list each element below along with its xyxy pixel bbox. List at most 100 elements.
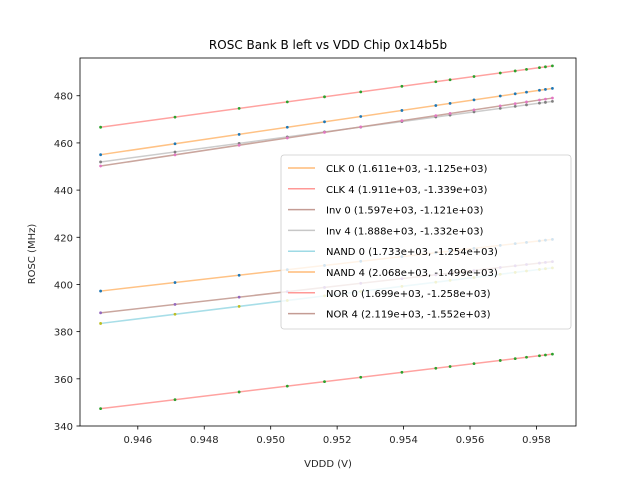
data-point [400,109,404,112]
data-point [498,71,502,75]
data-point [173,302,177,306]
legend-item: NAND 0 (1.733e+03, -1.254e+03) [288,247,498,258]
data-point [538,66,541,70]
legend-label: NAND 0 (1.733e+03, -1.254e+03) [326,247,498,258]
x-tick-label: 0.950 [256,435,285,446]
x-tick-label: 0.948 [190,435,219,446]
data-point [448,101,452,105]
legend-item: CLK 0 (1.611e+03, -1.125e+03) [288,164,487,175]
y-tick-label: 480 [54,92,73,103]
data-point [448,365,452,368]
data-point [173,142,177,146]
data-point [513,69,517,73]
data-point [173,281,177,284]
y-tick-label: 460 [54,139,73,150]
plot-frame [79,57,577,427]
data-point [434,104,438,107]
data-point [544,65,547,69]
data-point [538,88,541,92]
legend-label: Inv 4 (1.888e+03, -1.332e+03) [326,226,484,237]
data-point [551,86,554,90]
data-point [99,407,102,411]
data-point [525,355,528,359]
data-point [434,114,438,118]
legend-label: Inv 0 (1.597e+03, -1.121e+03) [326,206,484,217]
data-point [237,132,241,136]
y-tick-label: 380 [54,328,73,339]
y-tick-label: 340 [54,422,73,433]
data-point [323,95,326,99]
x-tick-label: 0.946 [123,435,152,446]
data-point [434,366,438,370]
y-tick-label: 420 [54,233,73,244]
series-clk-4 [99,64,554,129]
data-point [544,353,547,357]
data-point [525,103,528,107]
data-point [472,75,476,78]
data-point [359,90,363,94]
legend: CLK 0 (1.611e+03, -1.125e+03) CLK 4 (1.91… [280,154,572,330]
series-nand-4 [99,86,554,157]
data-point [472,108,476,112]
legend-item: Inv 4 (1.888e+03, -1.332e+03) [288,226,484,237]
legend-label: CLK 0 (1.611e+03, -1.125e+03) [326,164,487,175]
data-point [173,153,177,157]
data-point [551,99,554,103]
y-tick-label: 400 [54,280,73,291]
data-point [544,100,547,104]
series-nor-0 [99,352,554,411]
x-tick-label: 0.952 [323,435,352,446]
data-point [498,106,502,110]
data-point [400,119,404,123]
data-point [173,312,177,316]
data-point [237,295,241,299]
legend-item: Inv 0 (1.597e+03, -1.121e+03) [288,206,484,217]
data-point [237,390,241,394]
data-point [551,96,554,100]
data-point [99,125,102,129]
legend-label: CLK 4 (1.911e+03, -1.339e+03) [326,185,487,196]
data-point [448,112,452,115]
data-point [173,115,177,119]
data-point [173,398,177,402]
x-axis: 0.946 0.948 0.950 0.952 0.954 0.956 0.958 [123,426,551,446]
legend-label: NOR 0 (1.699e+03, -1.258e+03) [326,289,491,300]
legend-item: NOR 0 (1.699e+03, -1.258e+03) [288,289,491,300]
data-point [551,64,554,68]
data-point [323,380,326,384]
legend-item: NAND 4 (2.068e+03, -1.499e+03) [288,268,498,279]
data-point [538,101,541,105]
data-point [498,94,502,98]
data-point [359,125,363,129]
x-axis-label: VDDD (V) [304,459,352,470]
legend-item: CLK 4 (1.911e+03, -1.339e+03) [288,185,487,196]
data-point [513,357,517,361]
data-point [237,107,241,110]
x-tick-label: 0.956 [456,435,485,446]
data-point [525,90,528,94]
legend-item: NOR 4 (2.119e+03, -1.552e+03) [288,310,491,321]
data-point [551,352,554,356]
data-point [173,150,177,154]
data-point [285,384,289,388]
data-point [237,143,241,147]
x-tick-label: 0.954 [389,435,418,446]
data-point [525,68,528,71]
data-point [237,273,241,277]
legend-box [280,154,572,330]
data-point [472,362,476,366]
data-point [472,98,476,102]
data-point [498,104,502,108]
y-axis: 340 360 380 400 420 440 460 480 [54,92,80,433]
data-point [513,102,517,106]
data-point [400,370,404,374]
data-point [513,104,517,108]
data-point [498,359,502,362]
data-point [99,311,102,315]
data-point [359,375,363,379]
data-point [285,100,289,104]
y-axis-label: ROSC (MHz) [27,224,38,285]
data-point [99,322,102,325]
legend-label: NOR 4 (2.119e+03, -1.552e+03) [326,310,491,321]
data-point [472,110,476,114]
